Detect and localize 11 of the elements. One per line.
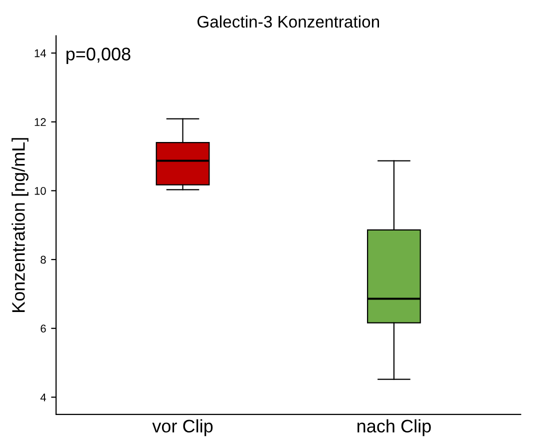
y-axis-title: Konzentration [ng/mL]: [12, 138, 28, 312]
y-tick-label: 10: [34, 186, 46, 195]
x-tick-label: vor Clip: [152, 419, 213, 436]
x-tick-label: nach Clip: [358, 419, 431, 436]
y-tick-label: 4: [40, 394, 46, 402]
y-tick-label: 14: [34, 49, 46, 58]
y-tick-label: 12: [34, 118, 46, 126]
chart-title: Galectin-3 Konzentration: [197, 15, 380, 28]
annotation: p=0,008: [66, 48, 130, 64]
y-tick-label: 8: [40, 256, 46, 264]
y-tick-label: 6: [40, 324, 46, 332]
